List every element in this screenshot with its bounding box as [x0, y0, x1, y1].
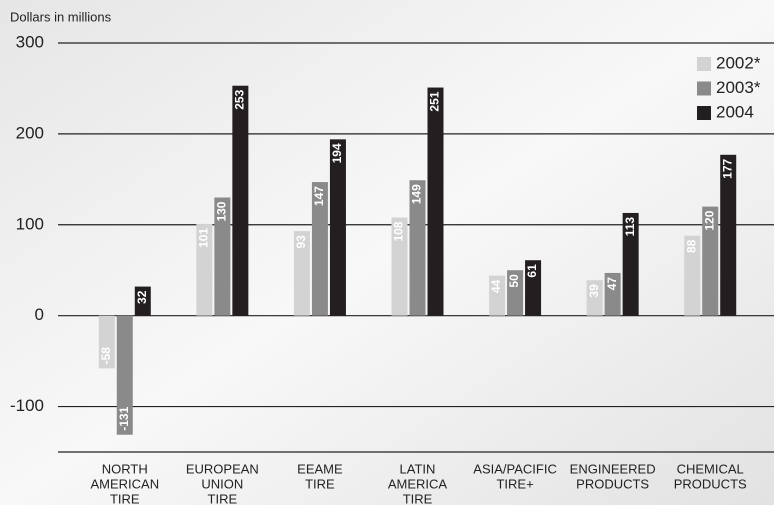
x-tick-label: ASIA/PACIFIC [473, 461, 557, 476]
y-tick-label: 100 [16, 214, 44, 233]
x-tick-label: EEAME [297, 461, 343, 476]
bar [232, 85, 249, 316]
value-label: -58 [99, 347, 113, 365]
bar [311, 182, 328, 316]
bar [196, 223, 213, 316]
value-label: 108 [392, 221, 406, 241]
value-label: 120 [702, 210, 716, 230]
value-label: 32 [135, 290, 149, 304]
bar [702, 206, 719, 316]
value-label: 50 [507, 274, 521, 288]
x-tick-label: UNION [201, 476, 243, 491]
value-label: 177 [720, 158, 734, 178]
bar [134, 286, 151, 316]
x-tick-label: TIRE [110, 491, 140, 505]
y-tick-label: 200 [16, 123, 44, 142]
bar [98, 315, 115, 369]
legend-label: 2003* [716, 78, 761, 97]
legend-label: 2004 [716, 102, 754, 121]
x-tick-label: TIRE [403, 491, 433, 505]
value-label: 130 [215, 201, 229, 221]
x-tick-label: TIRE+ [496, 476, 533, 491]
y-tick-label: 0 [35, 305, 44, 324]
value-label: 47 [605, 277, 619, 291]
value-label: 194 [330, 143, 344, 163]
bar [489, 275, 506, 316]
bar [604, 272, 621, 316]
bar [409, 180, 426, 316]
bar [684, 235, 701, 316]
x-tick-label: NORTH [102, 461, 148, 476]
value-label: 39 [587, 284, 601, 298]
value-label: 253 [233, 89, 247, 109]
value-label: -131 [117, 406, 131, 430]
bar [720, 154, 737, 316]
x-tick-label: AMERICAN [90, 476, 159, 491]
value-label: 113 [623, 217, 637, 237]
bar [622, 212, 639, 316]
x-tick-label: CHEMICAL [677, 461, 744, 476]
x-tick-label: PRODUCTS [674, 476, 747, 491]
y-tick-label: -100 [10, 396, 44, 415]
bar [391, 217, 408, 316]
legend-label: 2002* [716, 53, 761, 72]
x-tick-label: TIRE [208, 491, 238, 505]
value-label: 88 [684, 239, 698, 253]
bar [427, 87, 444, 316]
value-label: 251 [428, 91, 442, 111]
y-tick-label: 300 [16, 32, 44, 51]
legend-swatch [697, 81, 711, 96]
bar [116, 315, 133, 435]
legend-swatch [697, 57, 711, 71]
x-tick-label: AMERICA [388, 476, 448, 491]
bar [214, 197, 231, 316]
x-tick-label: PRODUCTS [576, 476, 649, 491]
chart-title: Dollars in millions [10, 9, 112, 24]
value-label: 101 [197, 228, 211, 248]
value-label: 44 [489, 279, 503, 293]
legend-swatch [697, 106, 711, 120]
x-tick-label: TIRE [305, 476, 335, 491]
x-tick-label: EUROPEAN [186, 461, 259, 476]
x-tick-label: LATIN [400, 461, 436, 476]
value-label: 93 [294, 235, 308, 249]
value-label: 149 [410, 184, 424, 204]
bar [293, 231, 310, 316]
bar [525, 260, 542, 316]
bar [507, 270, 524, 316]
bar [586, 280, 603, 316]
value-label: 61 [525, 264, 539, 278]
value-label: 147 [312, 186, 326, 206]
x-tick-label: ENGINEERED [570, 461, 656, 476]
bar [329, 139, 346, 316]
